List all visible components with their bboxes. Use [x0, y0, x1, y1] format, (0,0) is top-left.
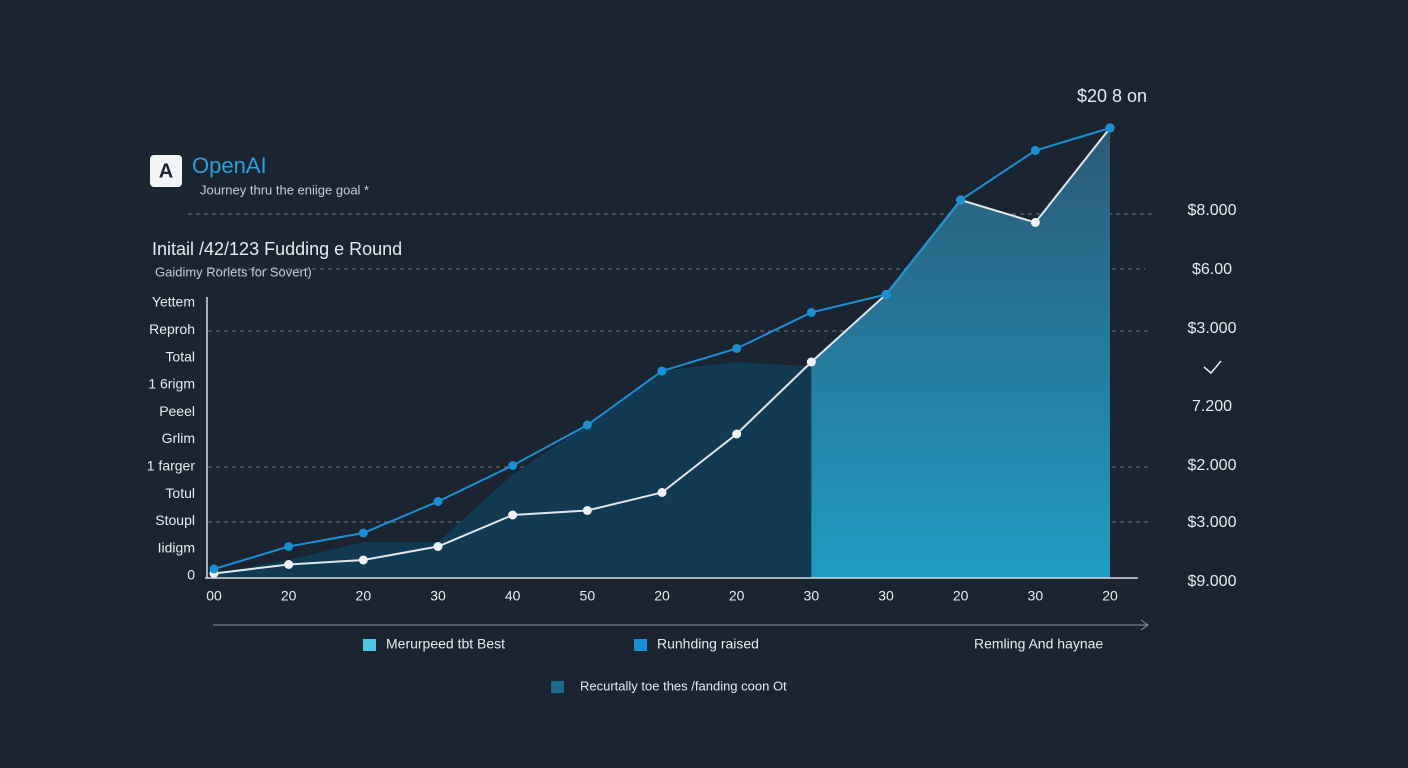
point [284, 542, 294, 551]
point [508, 461, 518, 470]
x-tick-label: 20 [953, 588, 969, 604]
right-label: $8.000 [1188, 202, 1237, 219]
legend-label: Runhding raised [657, 636, 759, 652]
point [358, 555, 368, 565]
right-label: $6.00 [1192, 261, 1232, 278]
legend-swatch [634, 639, 647, 651]
right-label: $2.000 [1188, 457, 1237, 474]
area [214, 362, 812, 578]
point [209, 564, 219, 574]
left-label: 1 farger [147, 458, 196, 474]
legend-label: Merurpeed tbt Best [386, 636, 505, 652]
tagline: Journey thru the eniige goal * [200, 182, 369, 197]
left-label: Yettem [152, 294, 195, 310]
point [732, 344, 742, 353]
x-tick-label: 00 [206, 588, 222, 604]
left-label: Total [165, 348, 195, 364]
plot [209, 123, 1115, 578]
legend-label: Recurtally toe thes /fanding coon Ot [580, 678, 787, 693]
chart-subtitle: Gaidimy Rorlets for Sovert) [155, 264, 312, 279]
point [1030, 146, 1040, 155]
left-label: Peeel [159, 403, 195, 419]
point [657, 488, 667, 497]
point [582, 506, 592, 515]
area [214, 128, 1110, 578]
x-tick-label: 20 [654, 588, 670, 604]
point [657, 366, 667, 376]
point [806, 357, 816, 367]
left-label: Totul [165, 485, 195, 501]
right-label: $9.000 [1188, 573, 1237, 590]
point [806, 308, 816, 317]
brand: OpenAI [192, 153, 267, 178]
point [732, 429, 742, 439]
legend-swatch [551, 681, 564, 693]
legend-extra: Remling And haynae [974, 636, 1103, 652]
point [284, 560, 294, 569]
x-tick-label: 20 [1102, 588, 1118, 604]
chart-title: Initail /42/123 Fudding e Round [152, 239, 402, 259]
x-tick-label: 30 [804, 588, 820, 604]
point [582, 420, 592, 430]
right-label: 7.200 [1192, 398, 1232, 415]
left-label: 0 [187, 567, 195, 583]
logo-box [150, 155, 182, 187]
left-label: Stoupl [155, 512, 195, 528]
point [881, 290, 891, 299]
x-tick-label: 30 [1028, 588, 1044, 604]
x-tick-label: 50 [580, 588, 596, 604]
left-label: Reproh [149, 321, 195, 337]
right-label: $3.000 [1188, 514, 1237, 531]
point [433, 542, 443, 551]
check-icon [1203, 360, 1222, 375]
x-tick-label: 30 [878, 588, 894, 604]
left-label: Iidigm [158, 539, 195, 555]
point [956, 195, 966, 205]
point [1030, 218, 1040, 227]
right-label: $3.000 [1188, 320, 1237, 337]
x-tick-label: 40 [505, 588, 521, 604]
legend-swatch [363, 639, 376, 651]
x-tick-label: 30 [430, 588, 446, 604]
point [358, 528, 368, 538]
left-label: Grlim [162, 430, 195, 446]
x-tick-label: 20 [729, 588, 745, 604]
arrow-head [1140, 619, 1149, 631]
left-label: 1 6rigm [148, 376, 195, 392]
logo: A [159, 160, 173, 182]
point [1105, 123, 1115, 133]
point [433, 497, 443, 506]
point [508, 510, 518, 520]
annotation: $20 8 on [1077, 86, 1147, 106]
x-tick-label: 20 [281, 588, 297, 604]
x-tick-label: 20 [356, 588, 372, 604]
